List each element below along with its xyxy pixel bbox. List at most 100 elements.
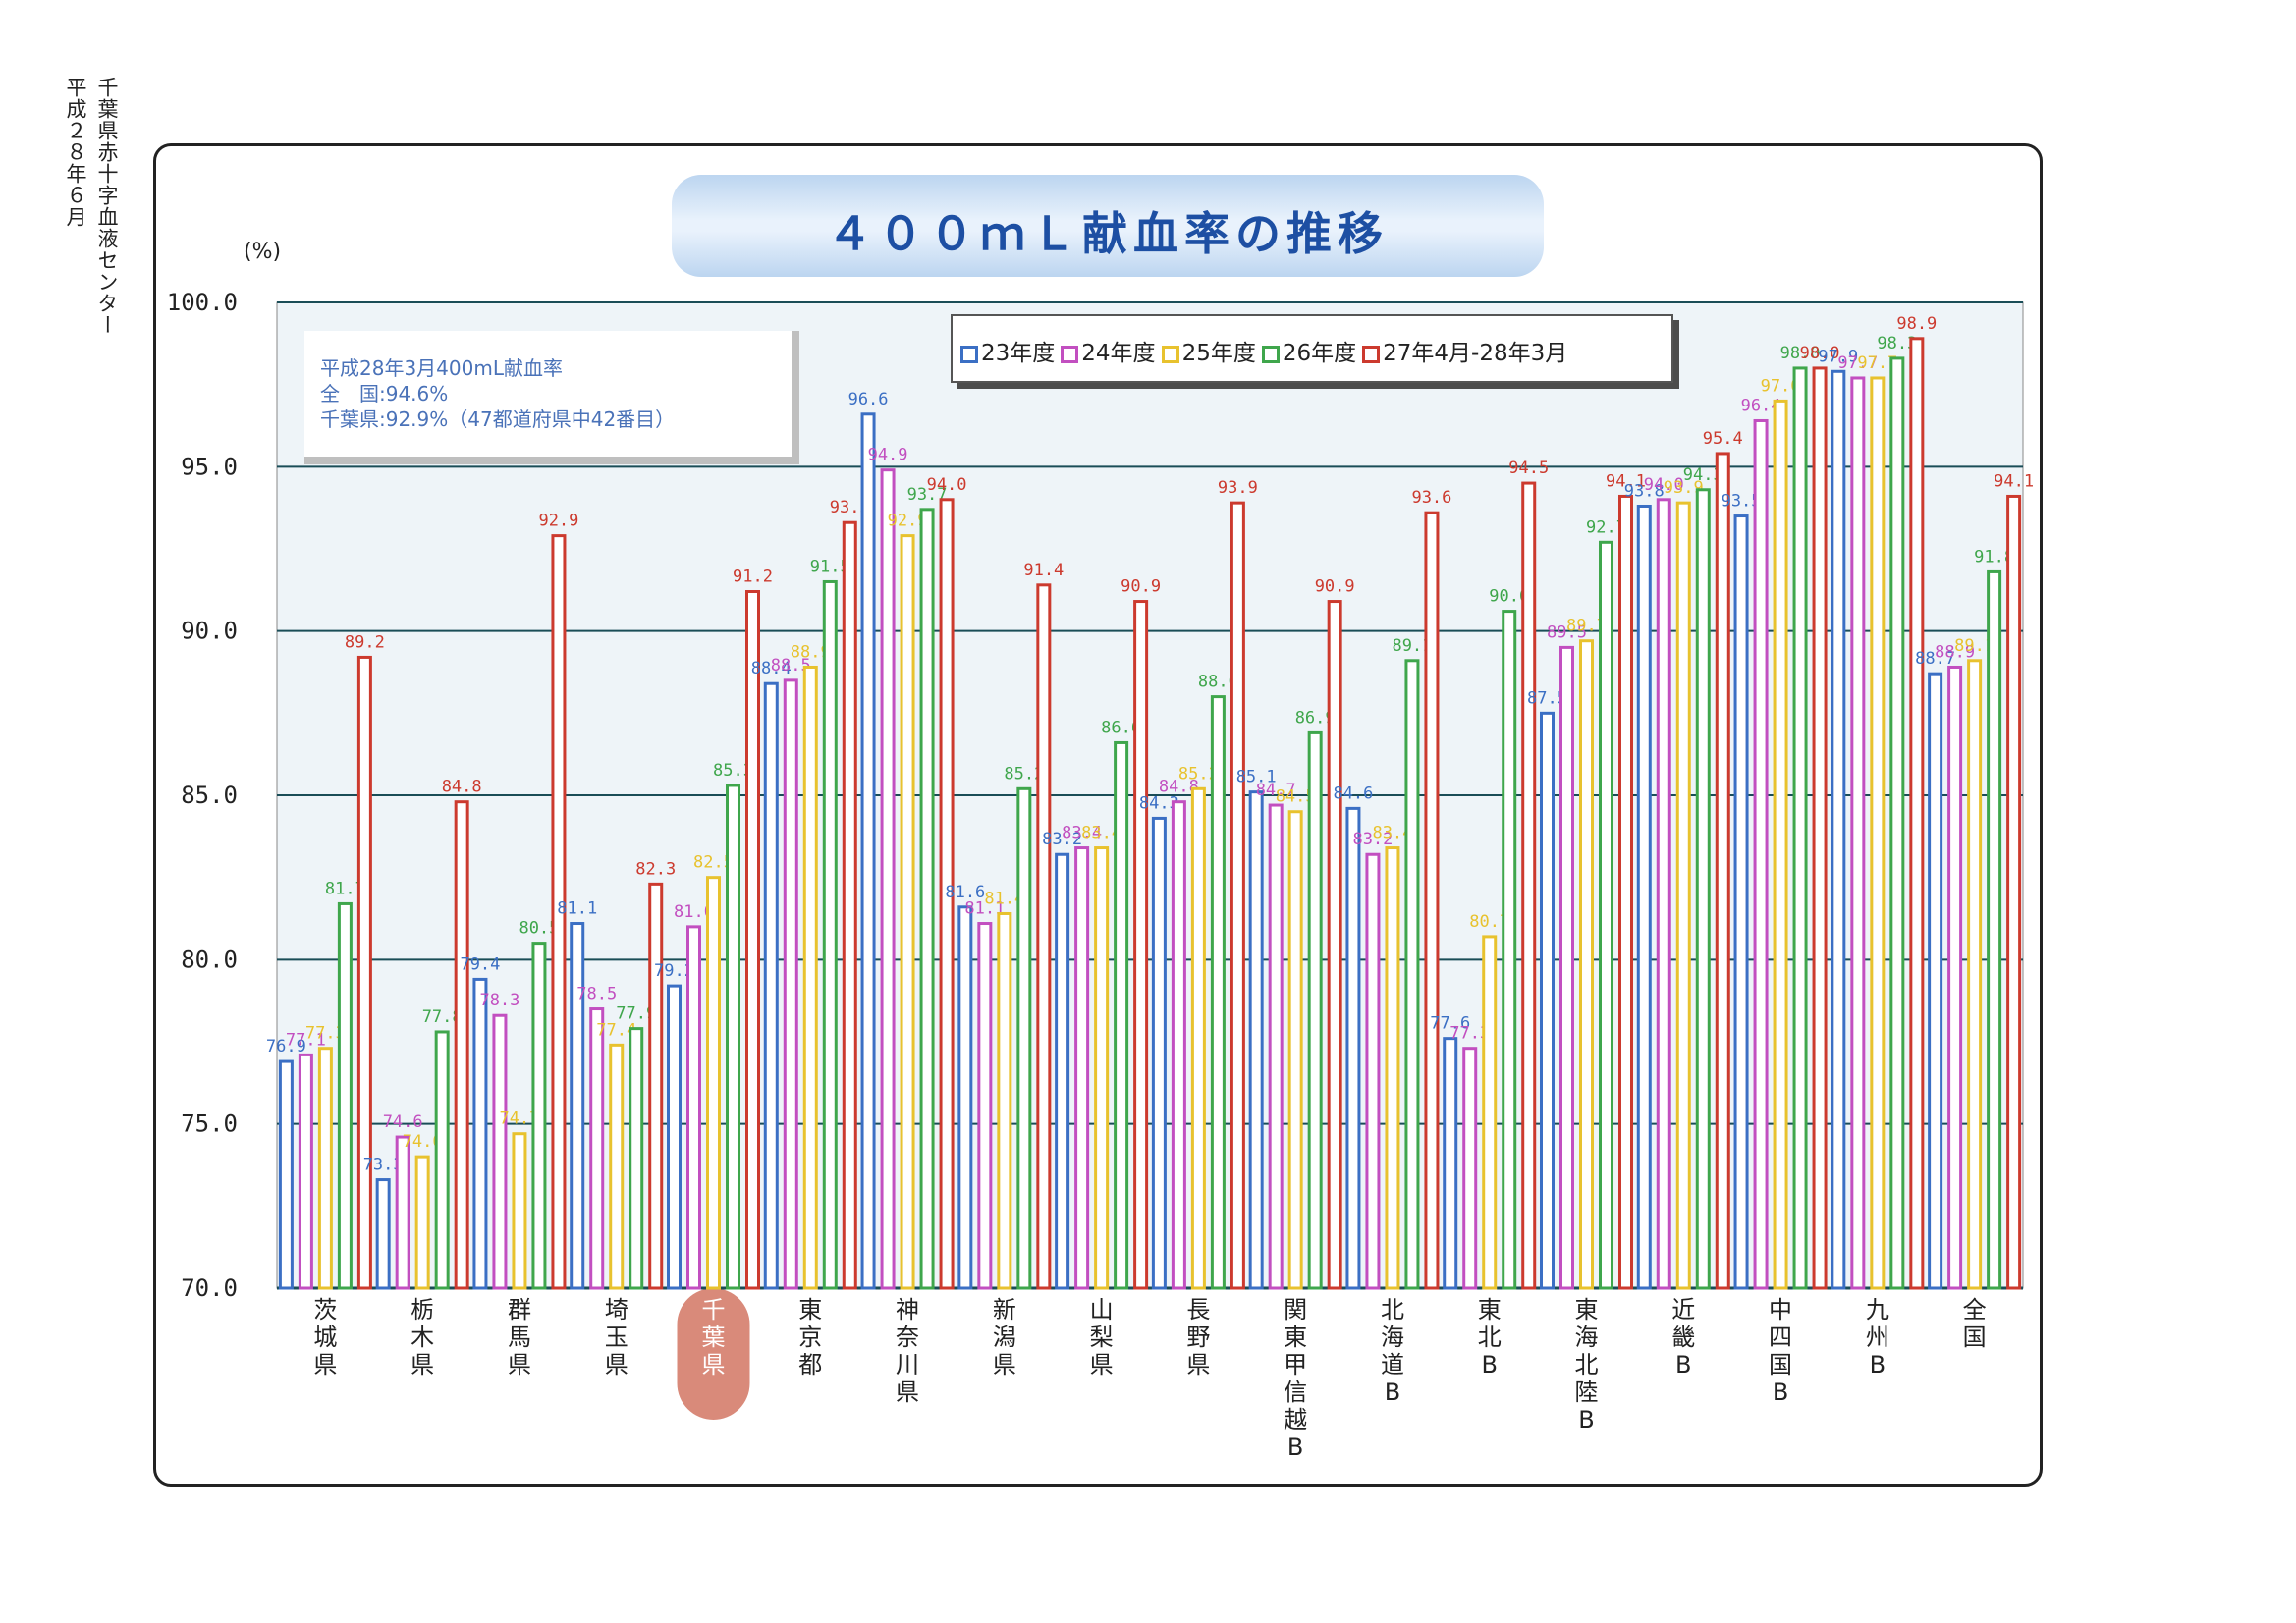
bar — [686, 925, 701, 1290]
bar — [1715, 452, 1730, 1290]
note-box: 平成28年3月400mL献血率 全 国:94.6% 千葉県:92.9%（47都道… — [304, 331, 799, 464]
data-label: 89.1 — [1954, 636, 1995, 656]
data-label: 89.2 — [345, 632, 385, 652]
bar — [1094, 846, 1110, 1290]
bar — [1947, 665, 1963, 1290]
bar — [957, 905, 973, 1290]
bar — [356, 655, 372, 1290]
bar — [1792, 366, 1808, 1290]
legend-item: 26年度 — [1261, 334, 1356, 367]
data-label: 91.8 — [1974, 547, 2014, 567]
y-tick-label: 85.0 — [181, 782, 238, 809]
data-label: 77.1 — [286, 1030, 326, 1050]
bar — [706, 876, 721, 1290]
data-label: 94.9 — [868, 446, 908, 465]
bar — [472, 977, 488, 1290]
x-tick-label: 全国 — [1963, 1296, 1987, 1351]
bar — [1365, 852, 1381, 1290]
data-label: 97.0 — [1761, 376, 1801, 396]
data-label: 92.9 — [888, 512, 928, 531]
bar — [1307, 730, 1323, 1290]
data-label: 77.9 — [616, 1004, 656, 1024]
bar — [822, 579, 838, 1290]
title-banner: ４００ｍＬ献血率の推移 — [672, 175, 1544, 277]
data-label: 84.6 — [1333, 784, 1373, 803]
bar — [1928, 672, 1943, 1290]
bar — [1753, 418, 1769, 1290]
data-label: 88.9 — [1935, 642, 1975, 662]
data-label: 94.3 — [1683, 465, 1723, 485]
data-label: 74.0 — [403, 1132, 443, 1152]
legend-swatch — [1061, 345, 1079, 363]
bar — [1482, 935, 1498, 1290]
data-label: 94.0 — [1644, 475, 1684, 495]
data-label: 88.0 — [1198, 673, 1238, 692]
bar — [512, 1132, 527, 1290]
data-label: 84.8 — [442, 778, 482, 797]
bar — [1599, 540, 1613, 1290]
data-label: 81.1 — [964, 899, 1005, 919]
bar — [1443, 1037, 1458, 1290]
x-tick-label: 東京都 — [798, 1296, 822, 1379]
data-label: 90.6 — [1489, 587, 1529, 607]
bar — [434, 1030, 450, 1290]
bar — [414, 1155, 430, 1290]
x-tick-label: 茨城県 — [313, 1296, 337, 1379]
legend-label: 23年度 — [981, 341, 1056, 366]
data-label: 92.9 — [538, 512, 578, 531]
data-label: 77.6 — [1430, 1014, 1470, 1034]
legend-items: 23年度 24年度 25年度 26年度 27年4月-28年3月 — [960, 334, 1573, 367]
bar — [1462, 1047, 1478, 1290]
bar — [1618, 494, 1633, 1290]
bar — [1889, 356, 1905, 1290]
x-tick-label: 栃木県 — [410, 1296, 434, 1379]
legend-swatch — [1261, 345, 1280, 363]
data-label: 86.9 — [1295, 708, 1336, 728]
data-label: 87.5 — [1527, 688, 1567, 708]
data-label: 93.5 — [1722, 492, 1762, 512]
data-label: 78.5 — [576, 985, 617, 1004]
bar — [667, 984, 682, 1290]
bar — [551, 534, 567, 1290]
data-label: 76.9 — [266, 1037, 306, 1056]
data-label: 98.9 — [1896, 314, 1937, 334]
data-label: 92.7 — [1586, 517, 1626, 537]
legend-swatch — [960, 345, 978, 363]
bar — [1850, 376, 1866, 1290]
y-tick-label: 100.0 — [167, 289, 238, 316]
data-label: 94.1 — [1606, 471, 1646, 491]
bar — [629, 1027, 644, 1290]
note-line-chiba: 千葉県:92.9%（47都道府県中42番目） — [320, 407, 676, 431]
bar — [454, 800, 469, 1290]
data-label: 88.7 — [1915, 649, 1955, 669]
bar — [1268, 803, 1284, 1290]
data-label: 90.9 — [1315, 577, 1355, 597]
data-label: 79.4 — [460, 954, 500, 974]
x-tick-label: 山梨県 — [1090, 1296, 1114, 1379]
data-label: 88.9 — [791, 642, 831, 662]
x-tick-label: 関東甲信越 B — [1284, 1296, 1307, 1461]
data-label: 93.9 — [1218, 478, 1258, 498]
bar — [1248, 790, 1264, 1290]
bar — [1404, 659, 1420, 1290]
data-label: 98.3 — [1877, 334, 1917, 353]
data-label: 81.7 — [325, 879, 365, 898]
x-tick-label: 長野県 — [1186, 1296, 1210, 1379]
data-label: 94.1 — [1994, 471, 2034, 491]
bar — [1345, 806, 1361, 1290]
bar — [1870, 376, 1886, 1290]
data-label: 79.2 — [654, 961, 694, 981]
bar — [1733, 514, 1749, 1290]
bar — [726, 784, 740, 1290]
bar — [1055, 852, 1070, 1290]
data-label: 83.4 — [1062, 824, 1102, 843]
bar — [317, 1047, 333, 1290]
bar — [1909, 337, 1925, 1290]
bar — [939, 498, 955, 1290]
bar — [842, 520, 857, 1290]
data-label: 84.7 — [1256, 781, 1296, 800]
data-label: 83.2 — [1352, 830, 1393, 849]
bar — [977, 922, 993, 1290]
bar — [531, 942, 547, 1290]
bar — [492, 1013, 508, 1290]
